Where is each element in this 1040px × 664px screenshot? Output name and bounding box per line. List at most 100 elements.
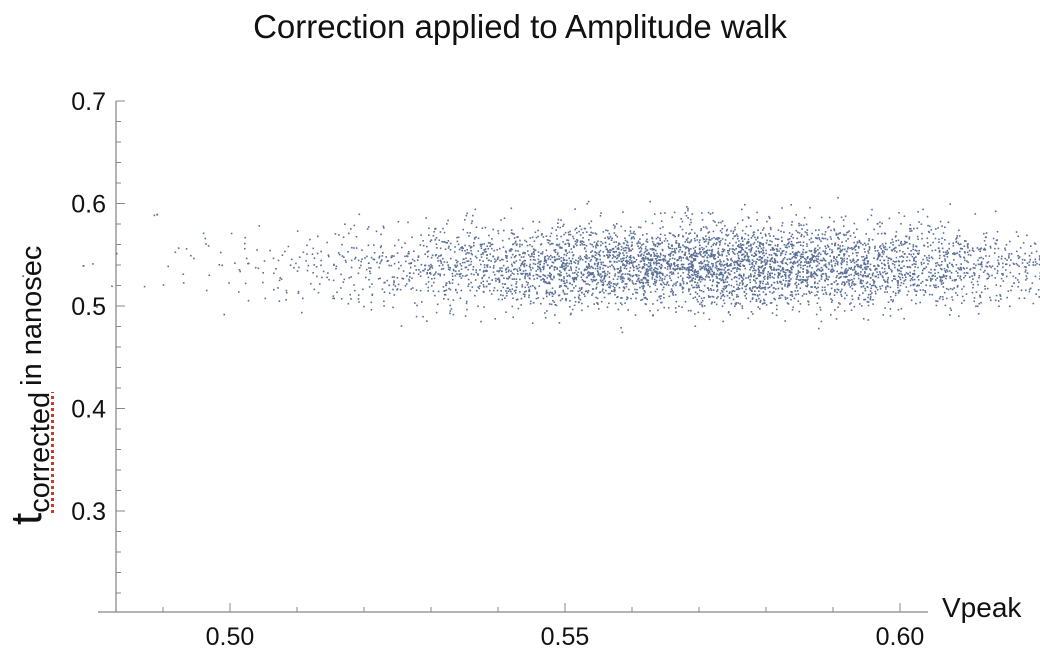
data-point	[837, 233, 839, 236]
data-point	[736, 233, 738, 236]
data-point	[674, 250, 676, 252]
data-point	[830, 259, 833, 262]
data-point	[967, 243, 969, 245]
data-point	[659, 233, 662, 236]
data-point	[659, 259, 662, 261]
data-point	[606, 273, 609, 276]
data-point	[722, 293, 725, 296]
data-point	[977, 248, 980, 251]
data-point	[830, 238, 832, 240]
data-point	[500, 274, 503, 277]
data-point	[614, 293, 616, 296]
data-point	[546, 291, 549, 294]
data-point	[761, 272, 763, 274]
data-point	[822, 257, 825, 260]
data-point	[747, 216, 750, 218]
data-point	[1019, 247, 1022, 249]
data-point	[761, 256, 764, 259]
data-point	[643, 285, 645, 288]
data-point	[595, 245, 597, 247]
data-point	[984, 269, 986, 272]
data-point	[342, 236, 345, 238]
data-point	[405, 283, 408, 285]
data-point	[510, 229, 513, 231]
data-point	[884, 263, 886, 266]
data-point	[987, 273, 990, 276]
data-point	[798, 271, 800, 273]
data-point	[786, 263, 789, 266]
data-point	[511, 265, 514, 267]
data-point	[497, 257, 499, 260]
data-point	[784, 273, 786, 276]
data-point	[618, 260, 620, 262]
data-point	[807, 256, 809, 258]
data-point	[698, 241, 701, 244]
data-point	[861, 282, 863, 285]
data-point	[934, 275, 936, 278]
data-point	[776, 238, 779, 240]
data-point	[588, 265, 590, 267]
data-point	[681, 286, 684, 288]
data-point	[440, 262, 443, 264]
data-point	[629, 258, 631, 261]
data-point	[624, 265, 627, 268]
data-point	[928, 254, 930, 257]
data-point	[520, 304, 522, 306]
data-point	[307, 264, 310, 267]
data-point	[605, 289, 607, 292]
data-point	[846, 276, 848, 278]
data-point	[528, 277, 531, 279]
data-point	[681, 251, 683, 253]
data-point	[655, 262, 657, 264]
data-point	[746, 284, 748, 286]
data-point	[836, 263, 839, 266]
data-point	[691, 263, 694, 266]
data-point	[801, 280, 803, 283]
data-point	[630, 232, 632, 235]
data-point	[759, 255, 762, 258]
data-point	[975, 291, 978, 293]
data-point	[853, 274, 856, 277]
data-point	[790, 291, 792, 293]
data-point	[653, 278, 656, 281]
data-point	[942, 286, 945, 288]
data-point	[748, 263, 751, 266]
data-point	[926, 242, 929, 244]
data-point	[951, 299, 954, 301]
data-point	[937, 271, 940, 274]
data-point	[792, 255, 795, 258]
data-point	[653, 253, 656, 256]
data-point	[758, 259, 760, 261]
data-point	[677, 276, 680, 279]
data-point	[533, 278, 536, 280]
data-point	[425, 283, 427, 285]
data-point	[320, 264, 322, 267]
data-point	[460, 247, 463, 249]
data-point	[597, 253, 600, 255]
data-point	[837, 283, 839, 285]
data-point	[765, 235, 767, 237]
data-point	[624, 239, 627, 242]
data-point	[874, 247, 876, 249]
data-point	[763, 276, 765, 279]
data-point	[957, 267, 959, 269]
data-point	[585, 276, 588, 279]
data-point	[743, 238, 746, 240]
data-point	[945, 269, 948, 271]
data-point	[805, 293, 808, 295]
data-point	[412, 287, 414, 289]
data-point	[441, 240, 443, 243]
data-point	[626, 262, 628, 265]
data-point	[679, 268, 682, 270]
data-point	[682, 287, 685, 289]
data-point	[963, 285, 965, 288]
data-point	[734, 226, 736, 229]
data-point	[885, 242, 887, 245]
data-point	[707, 232, 709, 234]
data-point	[867, 319, 870, 321]
data-point	[810, 273, 813, 276]
data-point	[690, 221, 692, 224]
data-point	[952, 242, 954, 244]
data-point	[778, 274, 781, 276]
data-point	[545, 281, 547, 283]
